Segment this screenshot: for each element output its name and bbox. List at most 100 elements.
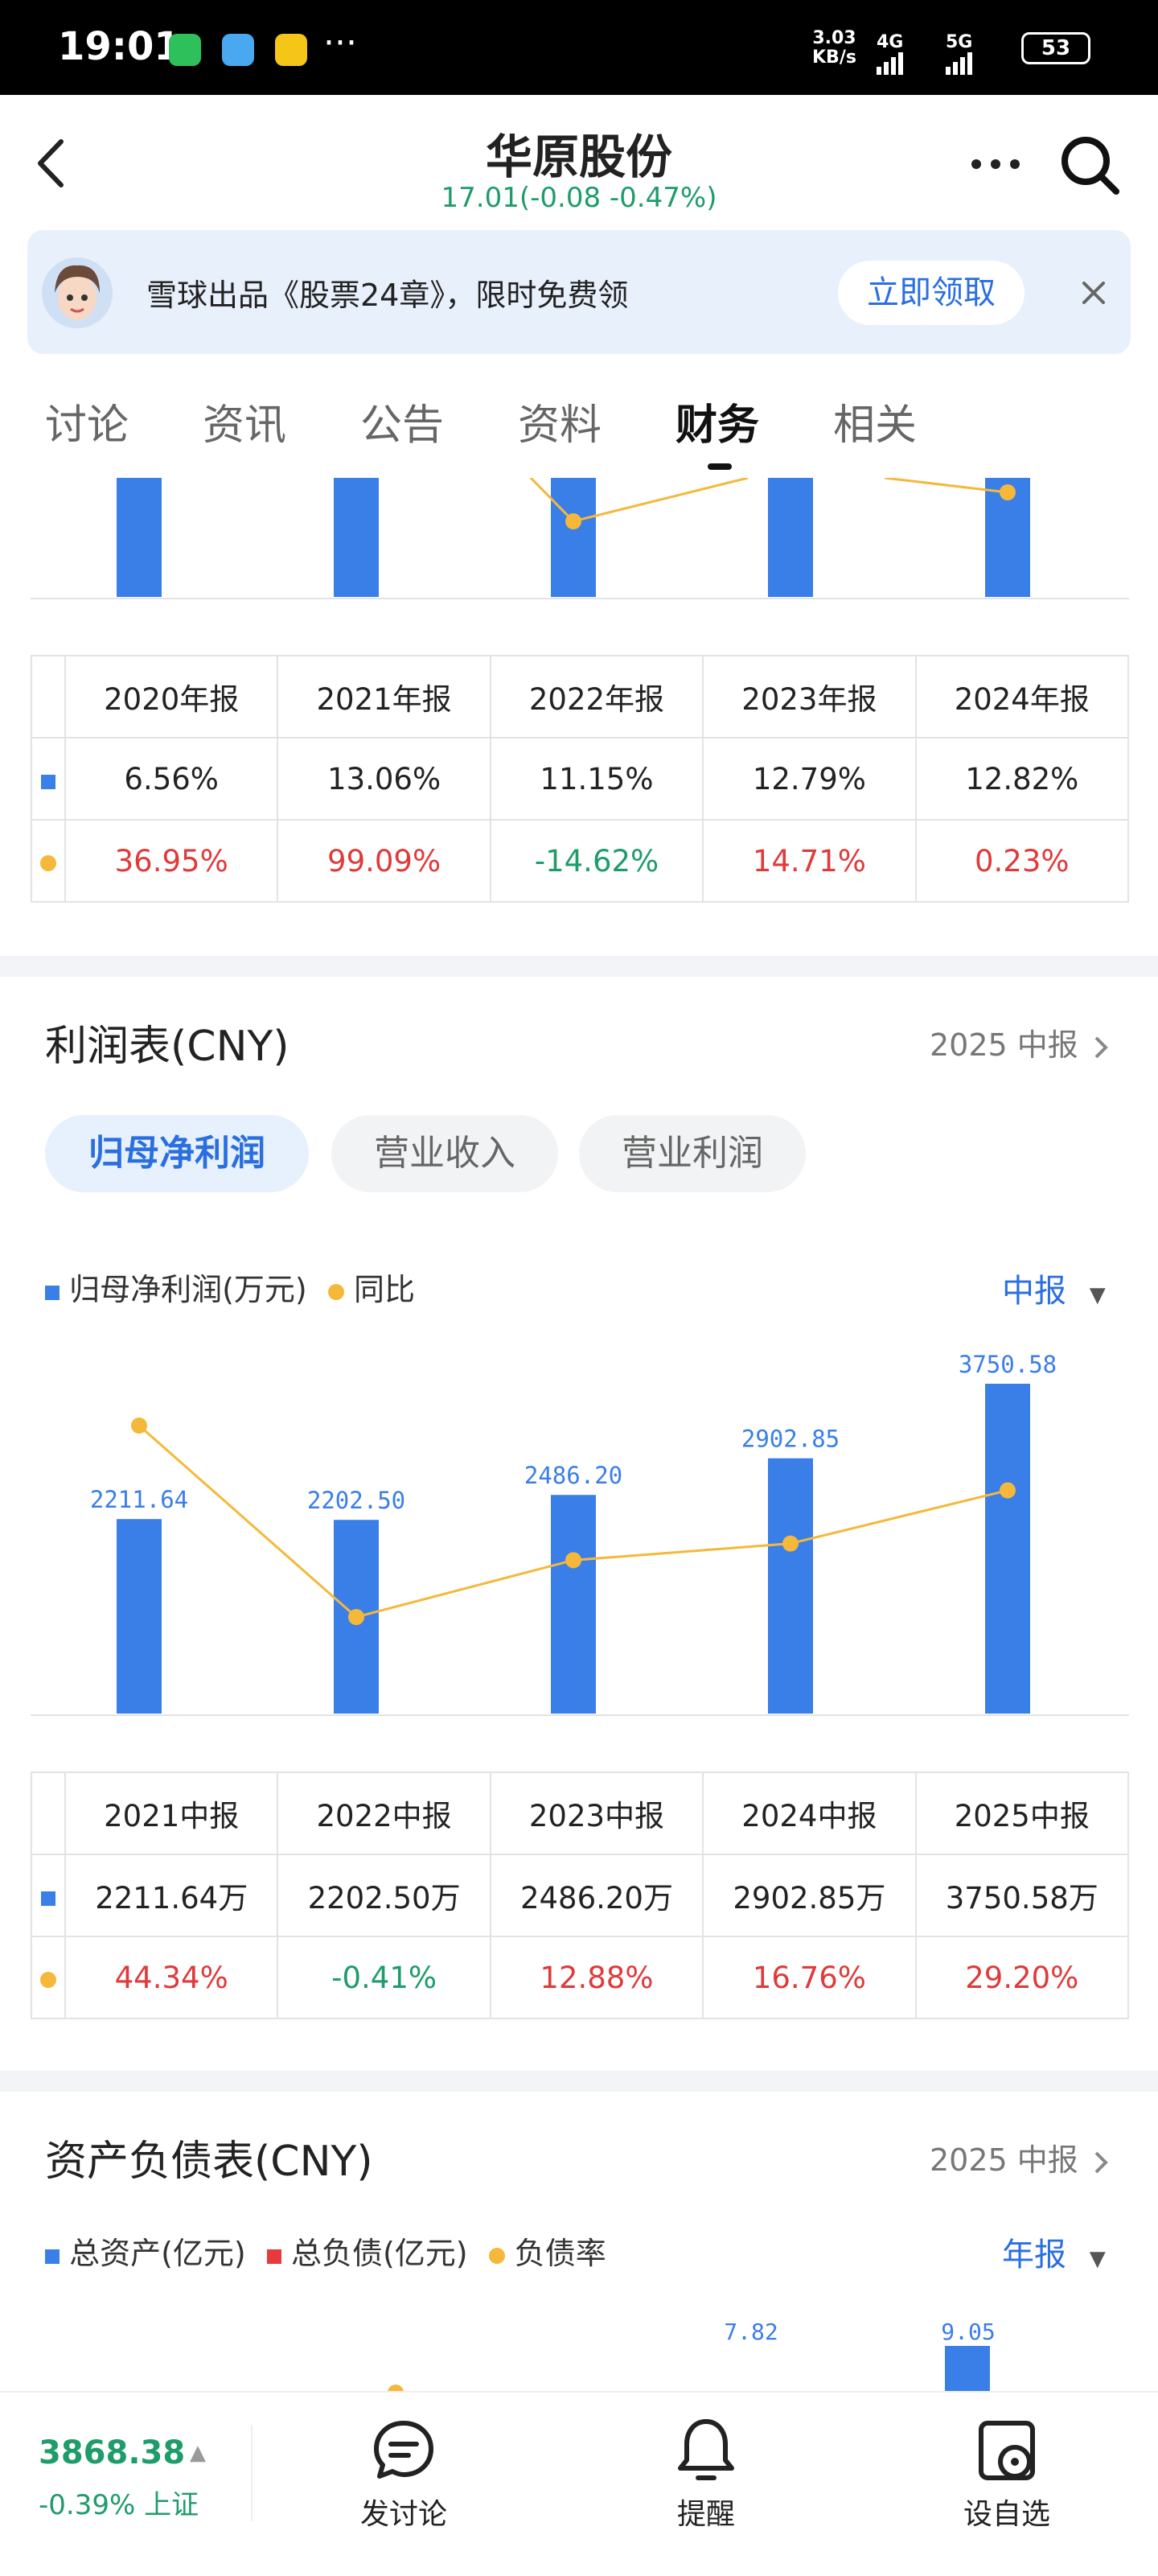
- reminder-button[interactable]: 提醒: [676, 2498, 735, 2531]
- chart-bar: [551, 1495, 596, 1714]
- more-options-icon[interactable]: [970, 156, 1021, 172]
- stock-title: 华原股份: [485, 130, 672, 184]
- pill-net-profit[interactable]: 归母净利润: [45, 1115, 309, 1192]
- up-triangle-icon: ▲: [190, 2441, 206, 2465]
- dropdown-triangle-icon: ▼: [1089, 1283, 1106, 1307]
- income-period-link[interactable]: 2025 中报: [930, 1020, 1112, 1064]
- bar-value-label: 2211.64: [90, 1486, 188, 1513]
- chart-point: [1000, 484, 1016, 500]
- line-series-marker-icon: [40, 1971, 56, 1988]
- signal-4g-label: 4G: [877, 32, 904, 52]
- tab-announcements[interactable]: 公告: [360, 401, 445, 450]
- table-header-cell: 2024年报: [914, 655, 1130, 739]
- back-arrow-icon[interactable]: [32, 135, 72, 191]
- table-header-cell: 2022中报: [277, 1772, 491, 1855]
- legend-total-assets-label: 总资产(亿元): [69, 2236, 246, 2271]
- bar-value-label: 2486.20: [524, 1462, 622, 1489]
- promo-banner[interactable]: 雪球出品《股票24章》，限时免费领 立即领取: [27, 230, 1131, 354]
- table-cell: 13.06%: [277, 737, 491, 821]
- chat-app-icon: [222, 34, 254, 66]
- search-icon[interactable]: [1058, 134, 1123, 198]
- table-header-cell: 2021年报: [277, 655, 491, 739]
- table-row: 2021中报 2022中报 2023中报 2024中报 2025中报: [31, 1772, 1130, 1855]
- tab-finance[interactable]: 财务: [676, 401, 760, 450]
- signal-4g-icon: 4G: [877, 32, 905, 75]
- legend-line-icon: [327, 1284, 344, 1300]
- pill-revenue[interactable]: 营业收入: [331, 1115, 558, 1192]
- tab-profile[interactable]: 资料: [518, 401, 602, 450]
- divider: [251, 2425, 253, 2521]
- balance-period-link-label: 2025 中报: [930, 2142, 1078, 2178]
- legend-debt-ratio-icon: [488, 2248, 505, 2264]
- claim-button[interactable]: 立即领取: [838, 261, 1025, 325]
- chart-legend: 归母净利润(万元) 同比: [45, 1265, 415, 1309]
- table-header-cell: 2023中报: [489, 1772, 704, 1855]
- legend-bar-label: 归母净利润(万元): [69, 1272, 307, 1307]
- net-speed-unit: KB/s: [812, 47, 856, 68]
- index-value[interactable]: 3868.38: [39, 2434, 186, 2471]
- chart-bar: [551, 478, 596, 597]
- table-header-cell: 2022年报: [489, 655, 704, 739]
- table-cell: 6.56%: [64, 737, 279, 821]
- bell-icon[interactable]: [674, 2417, 738, 2484]
- line-series-marker-icon: [40, 854, 56, 871]
- table-cell: 12.82%: [914, 737, 1130, 821]
- notes-app-icon: [275, 34, 307, 66]
- balance-chart-clipped: 7.82 9.05: [388, 2319, 996, 2391]
- bottom-bar: 3868.38 ▲ -0.39% 上证 发讨论 提醒 设自选: [0, 2391, 1158, 2576]
- bar-value-label: 2202.50: [307, 1487, 405, 1514]
- battery-icon: 53: [1021, 32, 1090, 64]
- wechat-icon: [169, 34, 201, 66]
- chart-bar: [985, 1384, 1030, 1714]
- bar-series-marker-icon: [41, 1891, 55, 1906]
- balance-period-label: 年报: [1002, 2237, 1066, 2274]
- table-cell: 12.88%: [489, 1936, 704, 2019]
- table-header-cell: 2020年报: [64, 655, 279, 739]
- section-divider: [0, 956, 1158, 977]
- bar-value-label: 7.82: [724, 2319, 778, 2345]
- table-cell: -0.41%: [277, 1936, 491, 2019]
- balance-legend: 总资产(亿元) 总负债(亿元) 负债率: [45, 2228, 606, 2273]
- balance-section-title: 资产负债表(CNY): [45, 2138, 373, 2186]
- index-change: -0.39% 上证: [39, 2489, 199, 2521]
- balance-period-link[interactable]: 2025 中报: [930, 2135, 1112, 2179]
- chart-point: [565, 513, 581, 529]
- more-notifications-icon: ···: [323, 23, 357, 64]
- legend-bar-icon: [45, 1286, 60, 1300]
- table-cell: 2202.50万: [277, 1854, 491, 1937]
- signal-5g-icon: 5G: [946, 32, 975, 75]
- income-section-title: 利润表(CNY): [45, 1023, 290, 1071]
- table-cell: 14.71%: [702, 819, 917, 903]
- table-cell: 0.23%: [914, 819, 1130, 903]
- legend-total-liabilities-label: 总负债(亿元): [290, 2236, 468, 2271]
- close-icon[interactable]: [1078, 277, 1110, 309]
- legend-debt-ratio-label: 负债率: [514, 2236, 606, 2271]
- table-row: 2211.64万 2202.50万 2486.20万 2902.85万 3750…: [31, 1854, 1130, 1937]
- network-speed: 3.03 KB/s: [812, 29, 856, 68]
- add-to-watchlist-button[interactable]: 设自选: [963, 2498, 1050, 2531]
- chevron-right-icon: [1094, 1036, 1108, 1058]
- tab-discussion[interactable]: 讨论: [45, 401, 129, 450]
- tab-related[interactable]: 相关: [833, 401, 918, 450]
- add-watchlist-icon[interactable]: [975, 2417, 1039, 2484]
- bar-value-label: 3750.58: [959, 1351, 1057, 1378]
- table-row: 36.95% 99.09% -14.62% 14.71% 0.23%: [31, 819, 1130, 903]
- chart-bar: [945, 2346, 990, 2391]
- income-period-link-label: 2025 中报: [930, 1027, 1078, 1063]
- stock-price-line: 17.01(-0.08 -0.47%): [441, 182, 717, 214]
- pill-operating-profit[interactable]: 营业利润: [579, 1115, 806, 1192]
- chart-bar: [117, 478, 162, 597]
- header: 华原股份 17.01(-0.08 -0.47%): [0, 95, 1158, 232]
- period-selector[interactable]: 中报 ▼: [1002, 1265, 1106, 1311]
- chart-point: [565, 1552, 581, 1569]
- chart-point: [348, 1609, 364, 1625]
- dropdown-triangle-icon: ▼: [1089, 2247, 1106, 2271]
- bar-value-label: 2902.85: [741, 1426, 840, 1453]
- table-cell: 11.15%: [489, 737, 704, 821]
- tab-news[interactable]: 资讯: [203, 401, 287, 450]
- balance-period-selector[interactable]: 年报 ▼: [1002, 2228, 1106, 2275]
- post-discussion-button[interactable]: 发讨论: [359, 2498, 447, 2531]
- income-chart: 2211.64 2202.50 2486.20 2902.85 3750.58: [31, 1351, 1129, 1716]
- comment-icon[interactable]: [372, 2418, 436, 2483]
- data-table-interim: 2021中报 2022中报 2023中报 2024中报 2025中报 2211.…: [31, 1772, 1130, 2019]
